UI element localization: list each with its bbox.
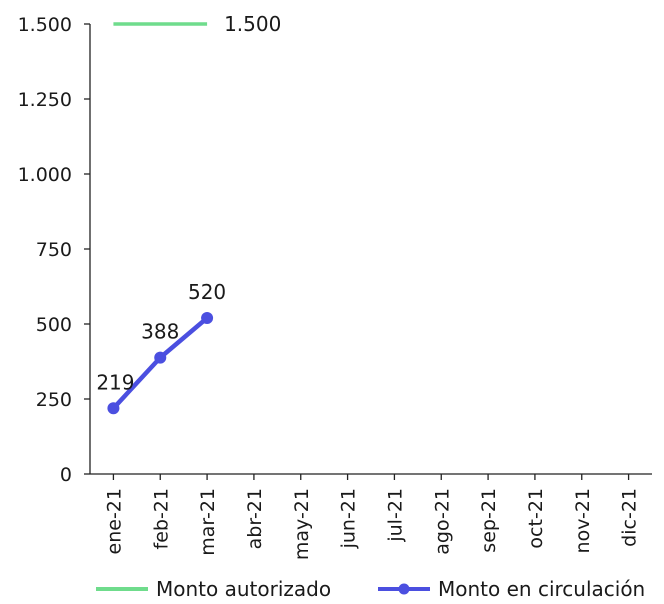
legend-label-monto-autorizado: Monto autorizado: [156, 577, 331, 601]
legend-label-monto-en-circulacion: Monto en circulación: [438, 577, 645, 601]
x-tick-label: dic-21: [619, 488, 641, 547]
x-tick-label: oct-21: [525, 488, 547, 549]
legend-marker-monto-en-circulacion: [398, 583, 410, 595]
x-tick-label: jun-21: [338, 488, 360, 549]
x-tick-label: may-21: [291, 488, 313, 560]
x-tick-label: jul-21: [384, 488, 406, 543]
data-label-monto-en-circulacion: 219: [96, 370, 134, 394]
legend: Monto autorizado Monto en circulación: [96, 577, 645, 601]
x-tick-label: sep-21: [478, 488, 500, 553]
data-label-monto-en-circulacion: 520: [188, 280, 226, 304]
data-point-monto-en-circulacion: [154, 351, 167, 364]
series-monto-autorizado: 1.500: [113, 12, 281, 36]
y-tick-label: 1.500: [18, 14, 72, 36]
x-tick-label: feb-21: [150, 488, 172, 549]
y-tick-label: 250: [36, 389, 72, 411]
data-point-monto-en-circulacion: [201, 312, 214, 324]
y-tick-label: 0: [60, 464, 72, 486]
x-tick-label: ene-21: [103, 488, 125, 554]
y-tick-label: 750: [36, 239, 72, 261]
data-label-monto-autorizado: 1.500: [224, 12, 281, 36]
x-tick-label: ago-21: [431, 488, 453, 555]
series-monto-en-circulacion: 219 388 520: [96, 280, 226, 415]
y-tick-label: 1.250: [18, 89, 72, 111]
x-tick-label: abr-21: [244, 488, 266, 549]
data-label-monto-en-circulacion: 388: [141, 320, 179, 344]
x-axis-ticks: ene-21 feb-21 mar-21 abr-21 may-21 jun-21 jul-…: [103, 474, 641, 560]
y-axis-ticks: 0 250 500 750 1.000 1.250 1.500: [18, 14, 90, 486]
y-tick-label: 1.000: [18, 164, 72, 186]
x-tick-label: mar-21: [197, 488, 219, 556]
data-point-monto-en-circulacion: [107, 402, 120, 415]
x-tick-label: nov-21: [572, 488, 594, 553]
y-tick-label: 500: [36, 314, 72, 336]
